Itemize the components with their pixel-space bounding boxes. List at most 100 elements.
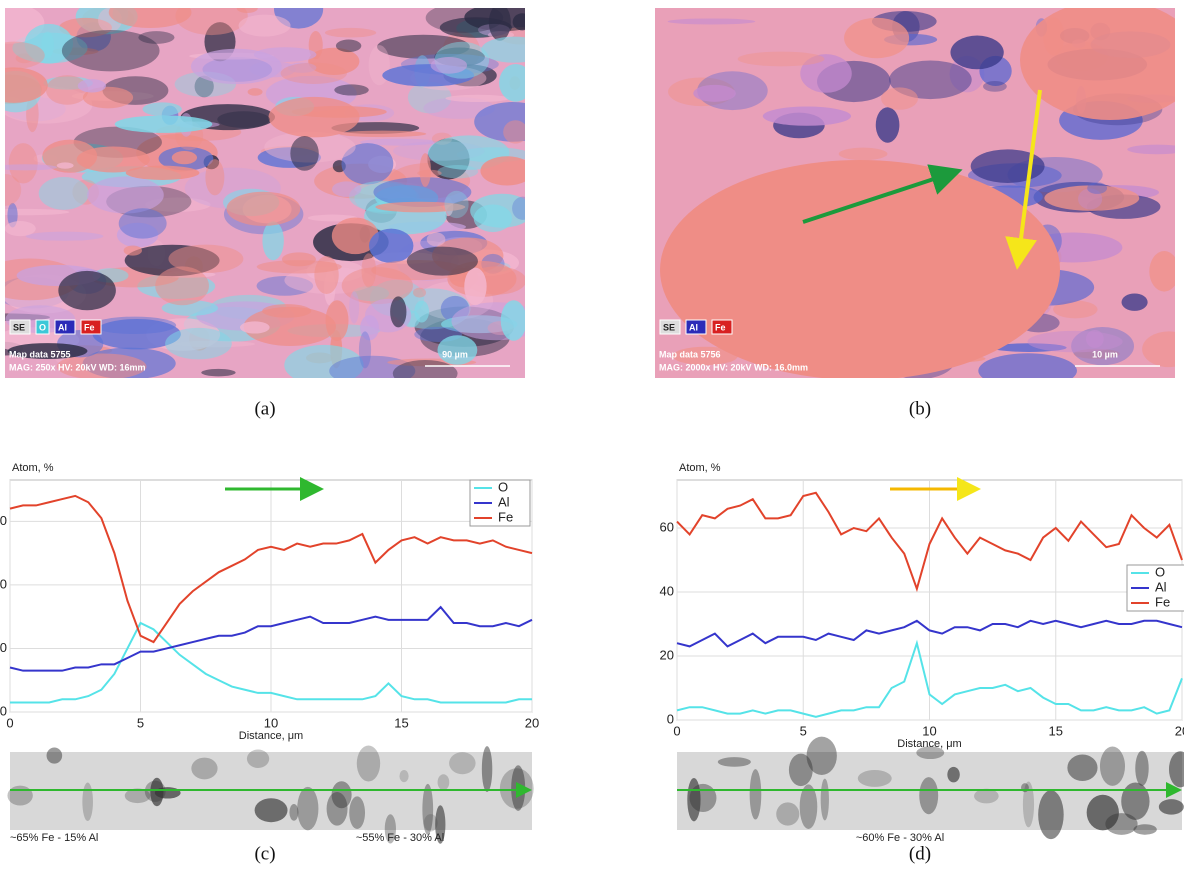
- texture: [226, 192, 300, 226]
- texture: [807, 737, 837, 775]
- texture: [513, 13, 532, 30]
- texture: [503, 120, 528, 143]
- texture: [1067, 754, 1097, 781]
- scan-strip: [7, 745, 533, 843]
- texture: [420, 153, 431, 187]
- legend-label: Al: [58, 322, 67, 332]
- texture: [357, 745, 380, 781]
- texture: [1023, 781, 1034, 827]
- scan-note: ~60% Fe - 30% Al: [856, 832, 944, 844]
- figure: SEOAlFeMap data 5755MAG: 250x HV: 20kV W…: [0, 0, 1184, 895]
- scan-note: ~55% Fe - 30% Al: [356, 832, 444, 844]
- texture: [332, 181, 361, 196]
- texture: [143, 102, 182, 115]
- texture: [326, 300, 349, 341]
- texture: [718, 757, 751, 767]
- page: {"panels": [ {"label": "(a)", "legend": …: [0, 0, 1184, 895]
- texture: [738, 52, 825, 67]
- x-tick-label: 10: [264, 715, 278, 730]
- legend-label: Al: [689, 322, 698, 332]
- texture: [1135, 751, 1148, 786]
- texture: [289, 804, 298, 821]
- legend-label: Al: [498, 494, 510, 509]
- texture: [47, 748, 63, 764]
- scan-strip: [677, 737, 1184, 839]
- x-tick-label: 20: [525, 715, 539, 730]
- texture: [26, 232, 103, 241]
- x-axis-label: Distance, μm: [239, 730, 303, 742]
- texture: [115, 115, 213, 132]
- texture: [881, 87, 918, 109]
- texture: [800, 784, 818, 829]
- x-tick-label: 15: [1049, 723, 1063, 738]
- texture: [427, 232, 446, 246]
- texture: [247, 750, 269, 768]
- texture: [201, 369, 235, 376]
- texture: [983, 81, 1007, 92]
- texture: [426, 3, 503, 33]
- texture: [821, 779, 829, 821]
- y-axis-label: Atom, %: [679, 462, 721, 474]
- texture: [165, 328, 232, 360]
- texture: [138, 31, 174, 44]
- texture: [399, 770, 408, 782]
- texture: [413, 288, 426, 298]
- texture: [58, 271, 116, 310]
- texture: [191, 758, 217, 780]
- x-tick-label: 15: [394, 715, 408, 730]
- texture: [431, 57, 468, 74]
- texture: [480, 156, 533, 185]
- texture: [690, 784, 717, 812]
- texture: [290, 136, 318, 171]
- scale-label: 10 µm: [1092, 349, 1118, 359]
- texture: [191, 49, 282, 84]
- texture: [858, 770, 892, 787]
- texture: [172, 151, 197, 164]
- y-tick-label: 60: [0, 513, 7, 528]
- texture: [255, 798, 288, 822]
- legend-label: Fe: [84, 322, 95, 332]
- micrograph-b: [655, 0, 1184, 388]
- texture: [414, 301, 429, 323]
- texture: [325, 28, 376, 38]
- texture: [407, 247, 478, 276]
- texture: [464, 268, 486, 306]
- y-tick-label: 0: [0, 703, 7, 718]
- texture: [268, 97, 359, 138]
- texture: [750, 769, 762, 819]
- x-tick-label: 5: [800, 723, 807, 738]
- y-tick-label: 0: [667, 711, 674, 726]
- x-tick-label: 20: [1175, 723, 1184, 738]
- texture: [336, 39, 361, 52]
- texture: [168, 245, 243, 273]
- legend-label: Fe: [715, 322, 726, 332]
- texture: [776, 802, 799, 825]
- texture: [82, 783, 93, 822]
- texture: [978, 353, 1077, 388]
- texture: [339, 131, 426, 138]
- texture: [77, 146, 150, 172]
- texture: [87, 176, 164, 213]
- texture: [499, 64, 532, 102]
- texture: [390, 296, 406, 327]
- panel-label: (b): [909, 398, 931, 419]
- scale-label: 90 µm: [442, 349, 468, 359]
- legend-label: Fe: [498, 509, 513, 524]
- texture: [511, 765, 525, 811]
- y-tick-label: 20: [660, 647, 674, 662]
- panel-label: (a): [254, 398, 275, 419]
- y-tick-label: 60: [660, 519, 674, 534]
- texture: [844, 18, 909, 58]
- texture: [297, 787, 318, 830]
- texture: [1038, 790, 1064, 839]
- texture: [1122, 293, 1148, 310]
- texture: [451, 302, 541, 340]
- texture: [240, 321, 270, 333]
- texture: [119, 208, 167, 238]
- info-label: MAG: 2000x HV: 20kV WD: 16.0mm: [659, 362, 808, 372]
- legend-label: Al: [1155, 579, 1167, 594]
- legend-label: SE: [13, 322, 25, 332]
- y-axis-label: Atom, %: [12, 462, 54, 474]
- texture: [482, 746, 492, 792]
- texture: [1087, 795, 1119, 831]
